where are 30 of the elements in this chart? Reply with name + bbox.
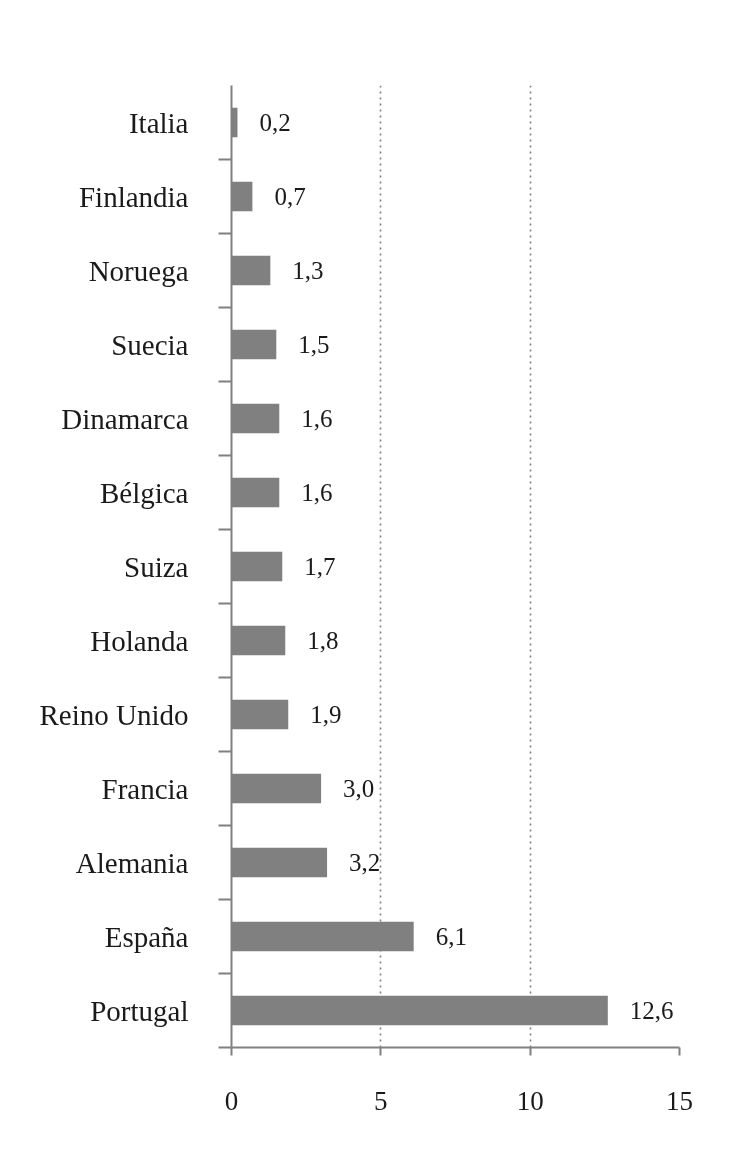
- data-label: 1,9: [310, 701, 342, 728]
- data-label: 12,6: [629, 997, 674, 1024]
- data-label: 6,1: [435, 923, 467, 950]
- data-label: 1,3: [292, 257, 324, 284]
- y-tick-label: Francia: [101, 772, 189, 805]
- data-label: 1,6: [301, 479, 333, 506]
- y-tick-label: Noruega: [88, 254, 189, 287]
- y-tick-label: Alemania: [75, 846, 189, 879]
- y-tick-label: Holanda: [90, 624, 189, 657]
- data-label: 1,6: [301, 405, 333, 432]
- y-tick-label: Bélgica: [99, 476, 189, 509]
- data-label: 0,2: [259, 109, 291, 136]
- data-label: 3,2: [349, 849, 381, 876]
- x-tick-label: 5: [374, 1085, 388, 1116]
- data-label: 1,7: [304, 553, 336, 580]
- data-label: 1,5: [298, 331, 330, 358]
- data-label: 1,8: [307, 627, 339, 654]
- data-label: 3,0: [343, 775, 375, 802]
- y-tick-label: Reino Unido: [39, 698, 189, 731]
- x-tick-label: 15: [666, 1085, 693, 1116]
- x-tick-label: 0: [224, 1085, 239, 1116]
- y-tick-label: España: [104, 920, 189, 953]
- y-tick-label: Italia: [128, 106, 189, 139]
- y-tick-label: Finlandia: [78, 180, 189, 213]
- y-tick-label: Suiza: [124, 550, 189, 583]
- y-tick-label: Suecia: [111, 328, 189, 361]
- x-tick-label: 10: [516, 1085, 544, 1116]
- y-tick-label: Portugal: [90, 994, 189, 1027]
- y-tick-label: Dinamarca: [61, 402, 189, 435]
- data-label: 0,7: [274, 183, 306, 210]
